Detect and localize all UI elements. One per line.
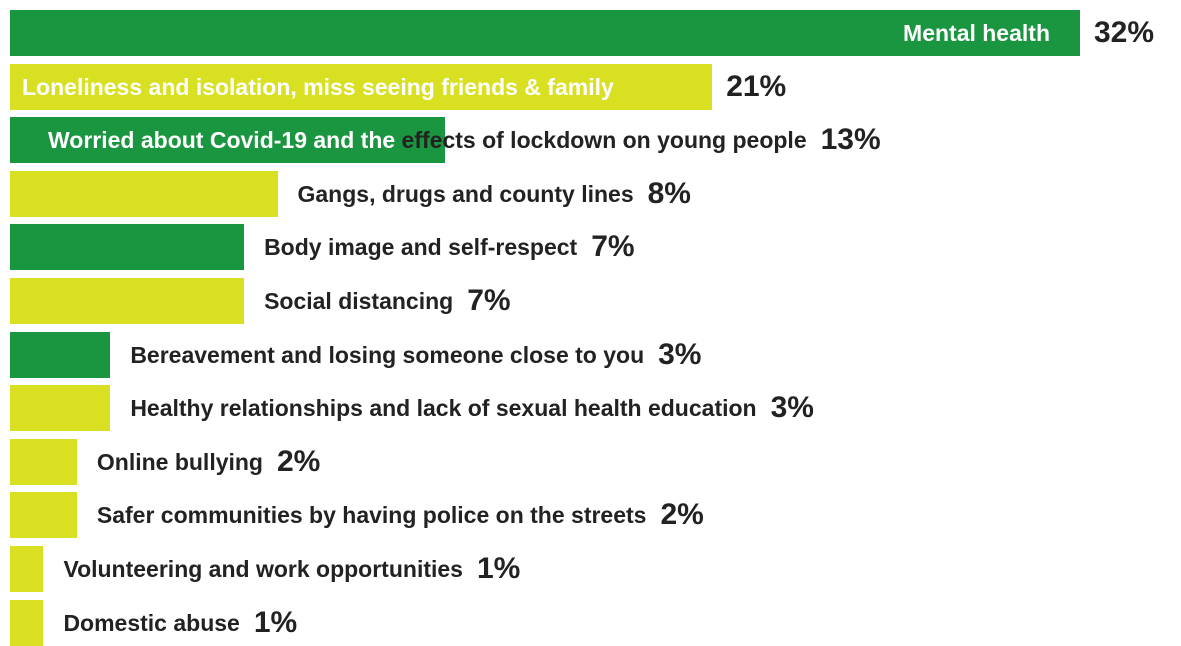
value-label: 2% [277, 444, 321, 478]
value-label: 32% [1094, 16, 1155, 49]
value-label: 3% [770, 391, 814, 425]
value-label: 1% [476, 552, 521, 585]
category-label: Bereavement and losing someone close to … [130, 341, 645, 368]
category-label: Domestic abuse [63, 609, 240, 636]
bar [10, 170, 278, 217]
bar [10, 63, 713, 110]
bar [10, 492, 77, 539]
value-label: 13% [820, 123, 881, 157]
category-label-inside-part: Worried about Covid-19 and the [48, 127, 396, 154]
bar [10, 224, 245, 271]
value-label: 7% [591, 230, 635, 264]
category-label: Online bullying [96, 448, 263, 475]
value-label: 3% [658, 337, 702, 371]
bar [10, 278, 245, 324]
category-label-outside-part: effects of lockdown on young people [395, 127, 807, 154]
category-label: Mental health [903, 20, 1050, 46]
bar [10, 331, 111, 378]
category-label: Safer communities by having police on th… [96, 502, 647, 529]
category-label: Loneliness and isolation, miss seeing fr… [22, 73, 614, 100]
value-label: 8% [647, 176, 691, 210]
bar [10, 546, 44, 592]
category-label: Body image and self-respect [264, 234, 578, 261]
category-label: Social distancing [264, 288, 454, 314]
bar [10, 10, 1080, 56]
bar [10, 117, 445, 164]
bar [10, 438, 77, 485]
bar [10, 385, 111, 432]
category-label: Volunteering and work opportunities [63, 556, 463, 582]
value-label: 7% [467, 284, 511, 317]
bar [10, 599, 44, 646]
category-label: Worried about Covid-19 and the effects o… [48, 117, 807, 163]
category-label: Healthy relationships and lack of sexual… [130, 395, 757, 422]
category-label: Gangs, drugs and county lines [297, 180, 634, 207]
value-label: 21% [726, 69, 787, 103]
value-label: 1% [253, 605, 298, 639]
value-label: 2% [660, 498, 704, 532]
